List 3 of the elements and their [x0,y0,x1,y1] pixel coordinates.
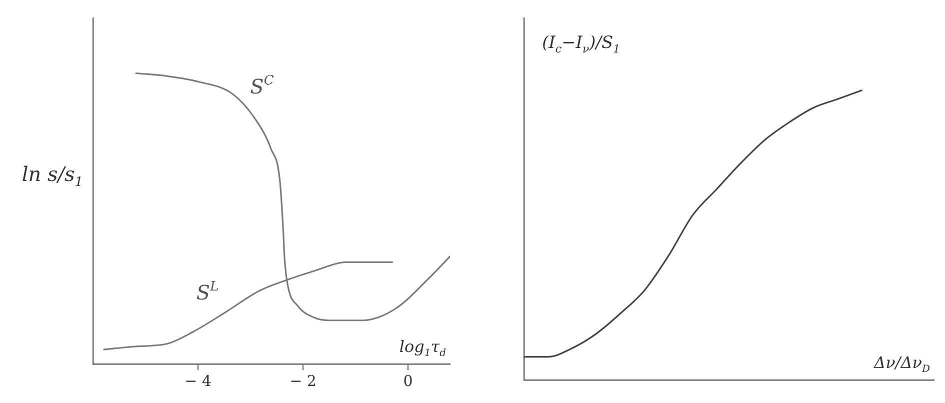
x-tick-label: − 4 [184,372,212,390]
x-tick-label: 0 [403,372,413,390]
x-tick-label: − 2 [290,372,316,390]
